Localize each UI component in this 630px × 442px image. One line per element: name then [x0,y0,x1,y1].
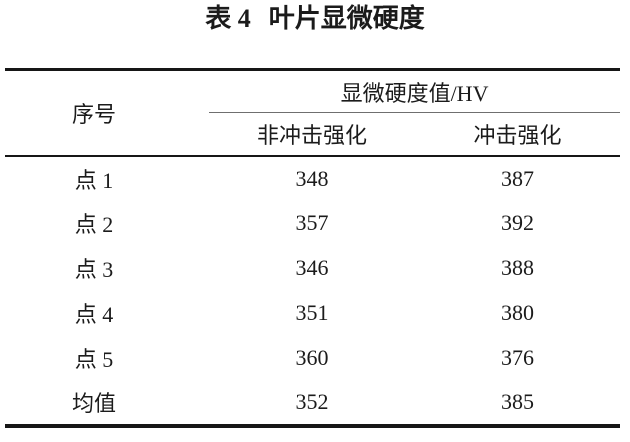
table-row: 点 4 351 380 [5,291,620,336]
value-peened: 385 [501,389,534,414]
value-non-peened: 351 [295,300,329,325]
row-label: 点 1 [74,167,114,193]
row-label: 点 3 [74,257,114,282]
header-serial-number: 序号 [5,69,209,157]
table-row: 点 5 360 376 [5,336,620,381]
table-title-text: 叶片显微硬度 [268,4,425,33]
header-microhardness-group: 显微硬度值/HV [209,69,621,113]
table-title: 表 4 叶片显微硬度 [0,4,630,34]
value-non-peened: 346 [295,255,329,280]
row-label: 点 2 [74,212,114,237]
value-non-peened: 348 [295,165,329,191]
table-number: 表 4 [205,4,251,33]
table-row: 点 2 357 392 [5,201,620,246]
table-row: 点 1 348 387 [5,156,620,201]
table-header: 序号 显微硬度值/HV 非冲击强化 冲击强化 [5,69,621,157]
header-group-row: 序号 显微硬度值/HV [5,69,621,157]
table-row: 均值 352 385 [5,381,620,426]
header-sub-row: 非冲击强化 冲击强化 [5,112,621,157]
header-non-peened: 非冲击强化 [209,112,415,157]
table-body: 点 1 348 387 点 2 357 392 点 3 346 388 点 4 … [5,156,620,426]
header-peened: 冲击强化 [415,112,621,157]
row-label: 点 5 [74,347,114,372]
row-label: 均值 [71,391,116,416]
value-peened: 376 [501,345,534,370]
value-peened: 388 [501,255,534,280]
value-non-peened: 360 [295,345,329,370]
value-non-peened: 352 [295,389,329,414]
value-peened: 387 [501,165,534,191]
value-peened: 380 [501,300,534,325]
row-label: 点 4 [74,302,114,327]
microhardness-table: 序号 显微硬度值/HV 非冲击强化 冲击强化 点 1 348 387 点 2 3… [5,68,621,428]
value-non-peened: 357 [295,210,329,235]
table-row: 点 3 346 388 [5,246,620,291]
value-peened: 392 [501,210,534,235]
